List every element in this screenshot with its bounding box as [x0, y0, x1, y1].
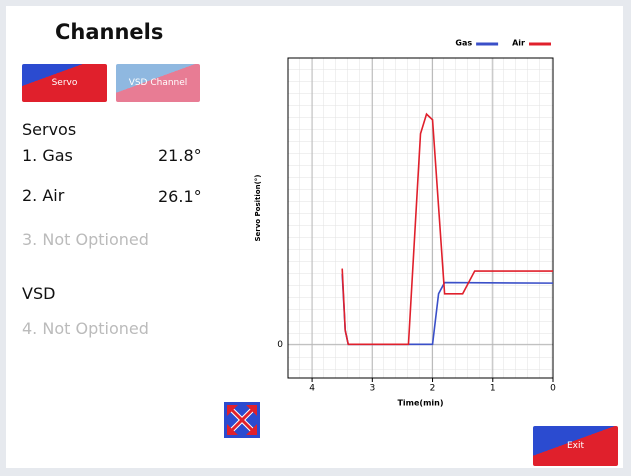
servo-label: 2. Air	[22, 186, 65, 205]
servo-value: 21.8°	[158, 146, 202, 165]
legend-label: Gas	[455, 39, 472, 48]
servo-label: 1. Gas	[22, 146, 73, 165]
servo-value: 26.1°	[158, 187, 202, 206]
x-tick-label: 4	[309, 384, 315, 394]
x-tick-label: 1	[490, 384, 496, 394]
vsd-heading: VSD	[22, 284, 56, 303]
exit-button[interactable]: Exit	[533, 426, 618, 466]
minor-grid	[288, 58, 553, 378]
x-tick-label: 0	[550, 384, 556, 394]
servos-heading: Servos	[22, 120, 77, 139]
vsd-button[interactable]: VSD Channel	[116, 64, 200, 102]
y-tick-label: 0	[277, 340, 283, 350]
expand-icon[interactable]	[224, 402, 260, 438]
title: Channels	[55, 20, 164, 44]
vsd-label: 4. Not Optioned	[22, 319, 149, 338]
x-axis-label: Time(min)	[397, 399, 443, 408]
servo-button[interactable]: Servo	[22, 64, 107, 102]
x-tick-label: 3	[369, 384, 375, 394]
y-axis-label: Servo Position(°)	[254, 175, 262, 242]
series-line	[341, 112, 553, 346]
x-tick-label: 2	[430, 384, 436, 394]
legend-label: Air	[512, 39, 525, 48]
servo-label: 3. Not Optioned	[22, 230, 149, 249]
plot-frame	[287, 57, 554, 379]
